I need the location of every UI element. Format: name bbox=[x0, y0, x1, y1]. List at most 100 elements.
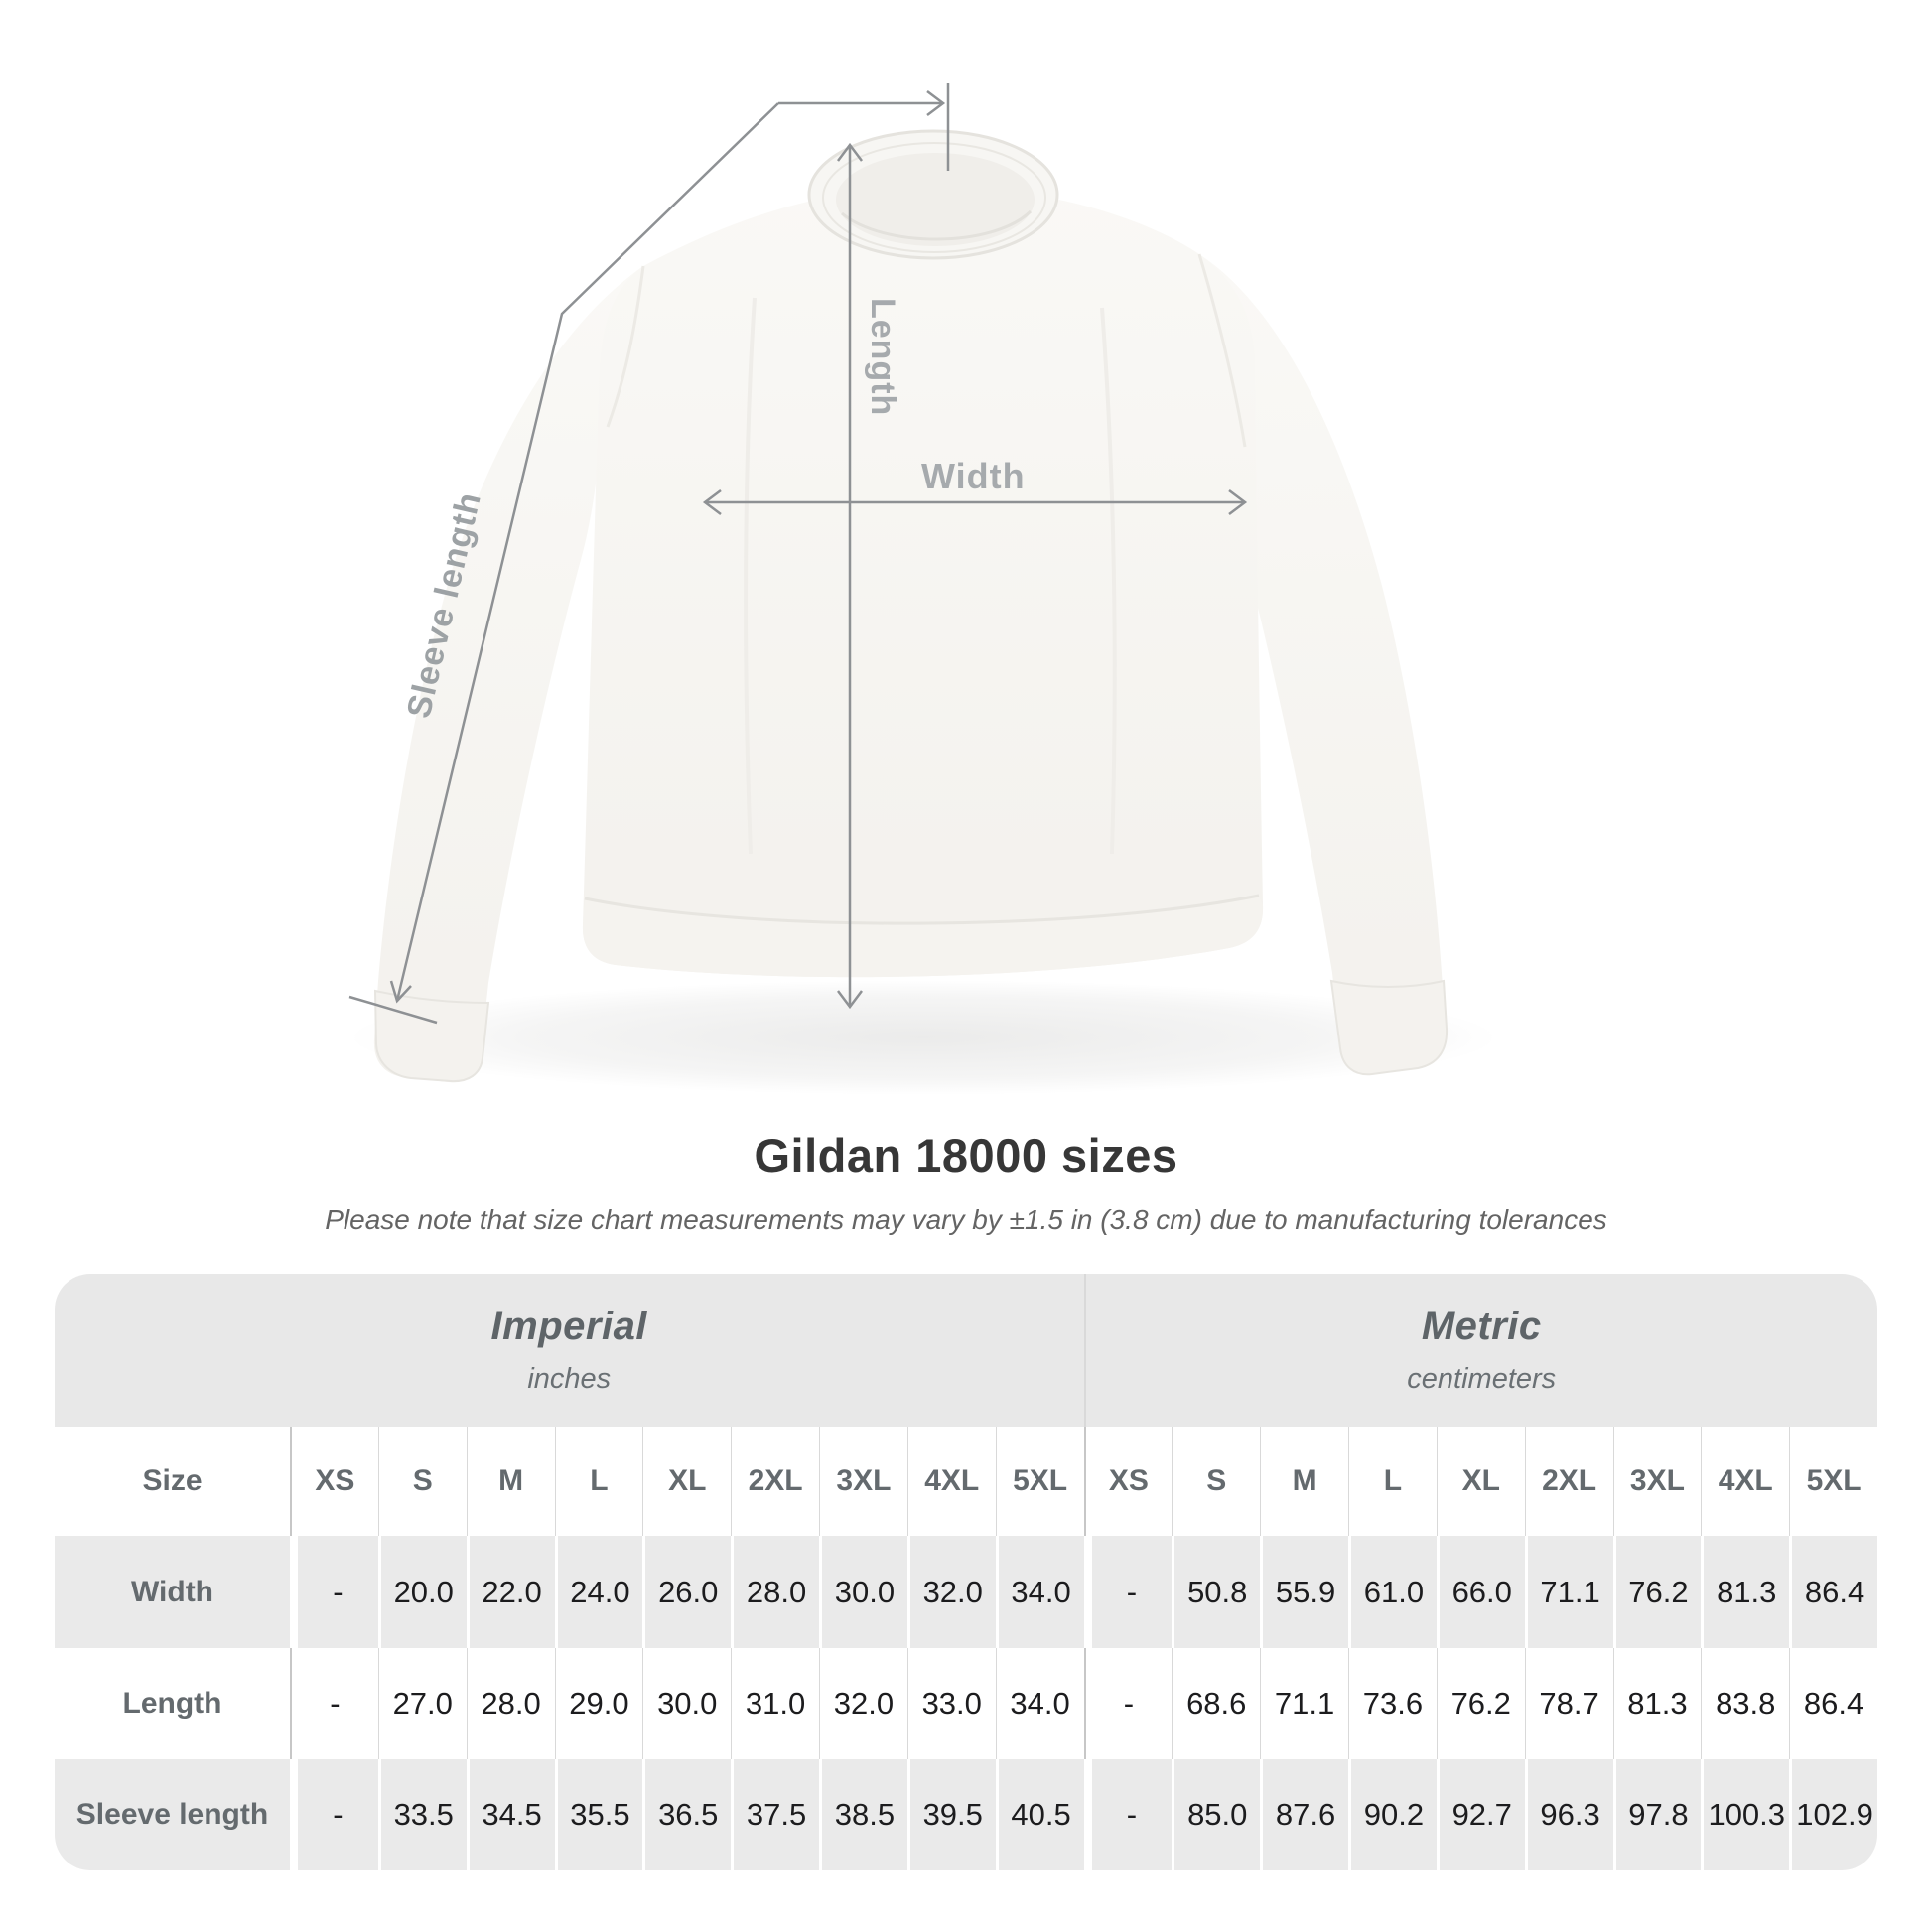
value-cell: 38.5 bbox=[819, 1759, 907, 1870]
value-cell: 90.2 bbox=[1348, 1759, 1437, 1870]
size-header-cell: XS bbox=[1083, 1427, 1173, 1536]
length-arrow bbox=[837, 142, 863, 1010]
value-cell: 24.0 bbox=[554, 1536, 643, 1648]
size-header-cell: L bbox=[1348, 1427, 1437, 1536]
size-header-cell: 5XL bbox=[995, 1427, 1084, 1536]
value-cell: 71.1 bbox=[1524, 1536, 1613, 1648]
value-cell: 96.3 bbox=[1524, 1759, 1613, 1870]
value-cell: 78.7 bbox=[1524, 1648, 1613, 1759]
width-label: Width bbox=[921, 456, 1026, 496]
value-cell: 55.9 bbox=[1260, 1536, 1348, 1648]
value-cell: - bbox=[1083, 1648, 1173, 1759]
left-shoulder-seam bbox=[606, 265, 645, 428]
value-cell: 36.5 bbox=[642, 1759, 732, 1870]
value-cell: 76.2 bbox=[1612, 1536, 1702, 1648]
width-arrow bbox=[702, 489, 1248, 515]
garment-shadow bbox=[347, 980, 1499, 1095]
value-cell: 34.0 bbox=[995, 1648, 1084, 1759]
size-header-cell: 4XL bbox=[906, 1427, 996, 1536]
value-cell: 32.0 bbox=[906, 1536, 996, 1648]
fabric-fold bbox=[1100, 307, 1117, 855]
value-cell: 26.0 bbox=[642, 1536, 732, 1648]
row-label: Length bbox=[55, 1648, 290, 1759]
value-cell: 83.8 bbox=[1701, 1648, 1790, 1759]
value-cell: 97.8 bbox=[1612, 1759, 1702, 1870]
size-header-cell: XL bbox=[642, 1427, 732, 1536]
value-cell: 61.0 bbox=[1348, 1536, 1437, 1648]
size-header-cell: 3XL bbox=[1612, 1427, 1702, 1536]
dimension-lines bbox=[348, 83, 1248, 1025]
value-cell: 28.0 bbox=[731, 1536, 819, 1648]
fabric-fold bbox=[744, 297, 757, 855]
value-cell: 33.5 bbox=[377, 1759, 467, 1870]
value-cell: - bbox=[290, 1536, 378, 1648]
unit-group-imperial: Imperial inches bbox=[55, 1274, 1084, 1427]
row-label: Sleeve length bbox=[55, 1759, 290, 1870]
value-cell: 32.0 bbox=[819, 1648, 907, 1759]
value-cell: 31.0 bbox=[731, 1648, 819, 1759]
value-cell: 27.0 bbox=[377, 1648, 467, 1759]
unit-group-name: Metric bbox=[1421, 1305, 1542, 1348]
size-header-cell: 4XL bbox=[1701, 1427, 1790, 1536]
value-cell: 100.3 bbox=[1701, 1759, 1790, 1870]
value-cell: 34.0 bbox=[995, 1536, 1084, 1648]
value-cell: 85.0 bbox=[1172, 1759, 1261, 1870]
value-cell: 73.6 bbox=[1348, 1648, 1437, 1759]
size-header-cell: 2XL bbox=[731, 1427, 819, 1536]
size-table-grid: Imperial inches Metric centimeters Size X… bbox=[55, 1274, 1877, 1870]
value-cell: - bbox=[290, 1759, 378, 1870]
size-header-cell: 3XL bbox=[819, 1427, 907, 1536]
unit-group-unit: inches bbox=[527, 1363, 612, 1395]
value-cell: - bbox=[290, 1648, 378, 1759]
value-cell: 39.5 bbox=[906, 1759, 996, 1870]
row-label: Width bbox=[55, 1536, 290, 1648]
collar-inner-shadow bbox=[841, 209, 1033, 241]
value-cell: - bbox=[1083, 1759, 1173, 1870]
right-shoulder-seam bbox=[1197, 253, 1247, 448]
value-cell: 68.6 bbox=[1172, 1648, 1261, 1759]
value-cell: 22.0 bbox=[466, 1536, 555, 1648]
unit-group-name: Imperial bbox=[490, 1305, 647, 1348]
value-cell: 86.4 bbox=[1789, 1536, 1877, 1648]
collar-rib bbox=[822, 142, 1046, 253]
value-cell: 37.5 bbox=[731, 1759, 819, 1870]
value-cell: 40.5 bbox=[995, 1759, 1084, 1870]
size-header-cell: S bbox=[1172, 1427, 1261, 1536]
value-cell: 86.4 bbox=[1789, 1648, 1877, 1759]
size-header-cell: XL bbox=[1436, 1427, 1525, 1536]
hem-band bbox=[582, 896, 1264, 978]
hem-seam bbox=[584, 894, 1260, 925]
left-cuff bbox=[373, 989, 490, 1083]
value-cell: 76.2 bbox=[1436, 1648, 1525, 1759]
value-cell: 35.5 bbox=[554, 1759, 643, 1870]
size-header-cell: 2XL bbox=[1524, 1427, 1613, 1536]
value-cell: 102.9 bbox=[1789, 1759, 1877, 1870]
left-sleeve bbox=[373, 266, 643, 1083]
size-header-cell: S bbox=[377, 1427, 467, 1536]
value-cell: 81.3 bbox=[1612, 1648, 1702, 1759]
value-cell: 50.8 bbox=[1172, 1536, 1261, 1648]
value-cell: 29.0 bbox=[554, 1648, 643, 1759]
sweatshirt-illustration: Length Width Sleeve length bbox=[347, 83, 1499, 1095]
value-cell: 71.1 bbox=[1260, 1648, 1348, 1759]
sleeve-length-arrow bbox=[348, 83, 950, 1025]
value-cell: 92.7 bbox=[1436, 1759, 1525, 1870]
value-cell: 33.0 bbox=[906, 1648, 996, 1759]
unit-group-unit: centimeters bbox=[1407, 1363, 1557, 1395]
value-cell: 87.6 bbox=[1260, 1759, 1348, 1870]
title-block: Gildan 18000 sizes Please note that size… bbox=[0, 1128, 1932, 1236]
unit-group-metric: Metric centimeters bbox=[1083, 1274, 1877, 1427]
size-header-cell: 5XL bbox=[1789, 1427, 1877, 1536]
size-col-header: Size bbox=[55, 1427, 290, 1536]
value-cell: 66.0 bbox=[1436, 1536, 1525, 1648]
collar-opening bbox=[836, 153, 1035, 246]
body-panel bbox=[582, 159, 1264, 978]
value-cell: 20.0 bbox=[377, 1536, 467, 1648]
page-title: Gildan 18000 sizes bbox=[754, 1129, 1178, 1181]
size-header-cell: M bbox=[1260, 1427, 1348, 1536]
value-cell: 28.0 bbox=[466, 1648, 555, 1759]
value-cell: 30.0 bbox=[642, 1648, 732, 1759]
value-cell: 34.5 bbox=[466, 1759, 555, 1870]
value-cell: - bbox=[1083, 1536, 1173, 1648]
